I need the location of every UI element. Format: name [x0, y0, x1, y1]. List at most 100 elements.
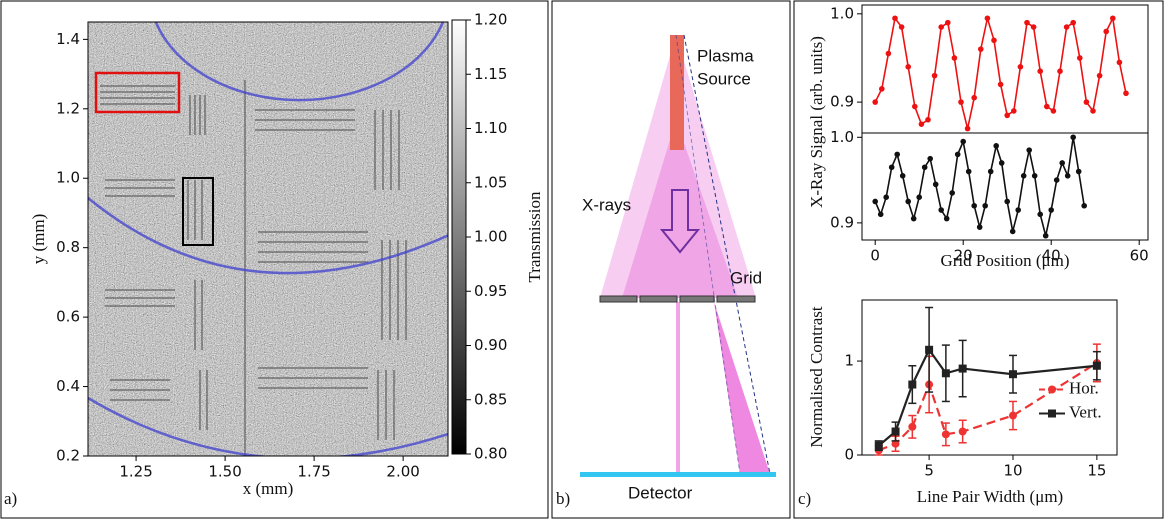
point	[1017, 63, 1024, 70]
point	[982, 202, 988, 209]
colorbar-tick-label: 1.15	[474, 65, 507, 83]
marker	[908, 422, 917, 431]
point	[898, 24, 905, 30]
colorbar-label: Transmission	[525, 191, 544, 283]
point	[877, 211, 884, 218]
point	[1123, 90, 1129, 97]
point	[925, 116, 931, 123]
x-tick-label: 0	[870, 247, 880, 265]
grid-label: Grid	[730, 268, 762, 287]
point	[892, 15, 898, 22]
point	[1037, 211, 1043, 218]
marker	[891, 427, 900, 436]
colorbar-tick-label: 0.95	[474, 282, 507, 300]
point	[1096, 72, 1103, 79]
xrays-label: X-rays	[582, 195, 631, 214]
point	[931, 72, 938, 79]
panel-label: a)	[4, 489, 17, 508]
point	[927, 155, 933, 162]
colorbar-tick-label: 1.10	[474, 119, 507, 137]
point	[965, 168, 972, 175]
x-tick-label: 1.25	[119, 463, 152, 481]
xray-image	[88, 22, 448, 456]
y-axis-label: y (mm)	[29, 214, 48, 265]
point	[1116, 59, 1123, 66]
y-tick-label: 1.0	[830, 4, 854, 22]
y-tick-label: 0.4	[56, 377, 80, 395]
panel-border	[793, 0, 1164, 519]
y-tick-label: 0.8	[56, 238, 80, 256]
x-tick-label: 20	[954, 247, 973, 265]
beam	[676, 302, 680, 472]
y-axis-label: Normalised Contrast	[807, 306, 826, 447]
point	[945, 19, 951, 26]
x-tick-label: 5	[924, 462, 934, 480]
colorbar-tick-label: 1.05	[474, 173, 507, 191]
point	[1011, 108, 1017, 114]
point	[885, 50, 892, 57]
x-tick-label: 60	[1130, 247, 1149, 265]
detector-label: Detector	[628, 483, 693, 502]
marker	[1092, 361, 1101, 370]
grid-plate	[599, 295, 756, 303]
panel-border	[0, 0, 549, 519]
legend-label: Vert.	[1069, 402, 1102, 421]
point	[951, 55, 958, 61]
marker	[874, 441, 883, 450]
y-tick-label: 1.0	[830, 128, 854, 146]
legend-marker	[1048, 409, 1056, 418]
point	[1015, 207, 1021, 213]
point	[932, 181, 939, 188]
plasma-source	[670, 35, 684, 150]
axes-frame	[861, 132, 1149, 241]
marker	[908, 380, 917, 389]
point	[910, 215, 917, 222]
y-axis-label: X-Ray Signal (arb. units)	[807, 36, 826, 208]
point	[918, 121, 925, 127]
point	[964, 125, 971, 132]
point	[1050, 108, 1057, 114]
xray-cone-inner	[622, 120, 738, 298]
point	[1081, 202, 1087, 209]
colorbar	[451, 19, 467, 455]
colorbar-tick-label: 1.00	[474, 228, 507, 246]
series-line	[878, 347, 1097, 447]
source-label: Plasma	[697, 46, 754, 65]
y-tick-label: 1.2	[56, 99, 80, 117]
marker	[925, 345, 934, 354]
x-tick-label: 40	[1042, 247, 1061, 265]
ray-line	[683, 34, 771, 475]
point	[987, 168, 994, 175]
point	[976, 224, 983, 230]
source-label: Source	[697, 69, 751, 88]
point	[1063, 24, 1070, 30]
point	[1037, 68, 1043, 75]
point	[1077, 55, 1083, 61]
point	[921, 164, 928, 171]
y-tick-label: 0	[844, 446, 854, 464]
marker	[941, 369, 950, 378]
x-tick-label: 15	[1087, 462, 1106, 480]
y-tick-label: 0.6	[56, 308, 80, 326]
point	[954, 151, 961, 158]
point	[894, 151, 900, 158]
point	[1083, 99, 1090, 105]
x-axis-label: Line Pair Width (μm)	[917, 487, 1063, 506]
point	[1030, 24, 1037, 30]
point	[1090, 108, 1096, 114]
axes-frame	[87, 21, 449, 457]
point	[960, 138, 966, 145]
point	[1053, 177, 1060, 183]
point	[958, 99, 964, 105]
point	[971, 94, 977, 101]
point	[872, 198, 878, 205]
point	[997, 81, 1004, 88]
point	[916, 194, 922, 200]
marker	[958, 427, 967, 436]
point	[993, 143, 999, 149]
point	[912, 103, 918, 110]
highlight-box	[182, 177, 214, 246]
highlight-box	[94, 71, 181, 114]
point	[1026, 147, 1032, 153]
point	[1048, 207, 1054, 213]
